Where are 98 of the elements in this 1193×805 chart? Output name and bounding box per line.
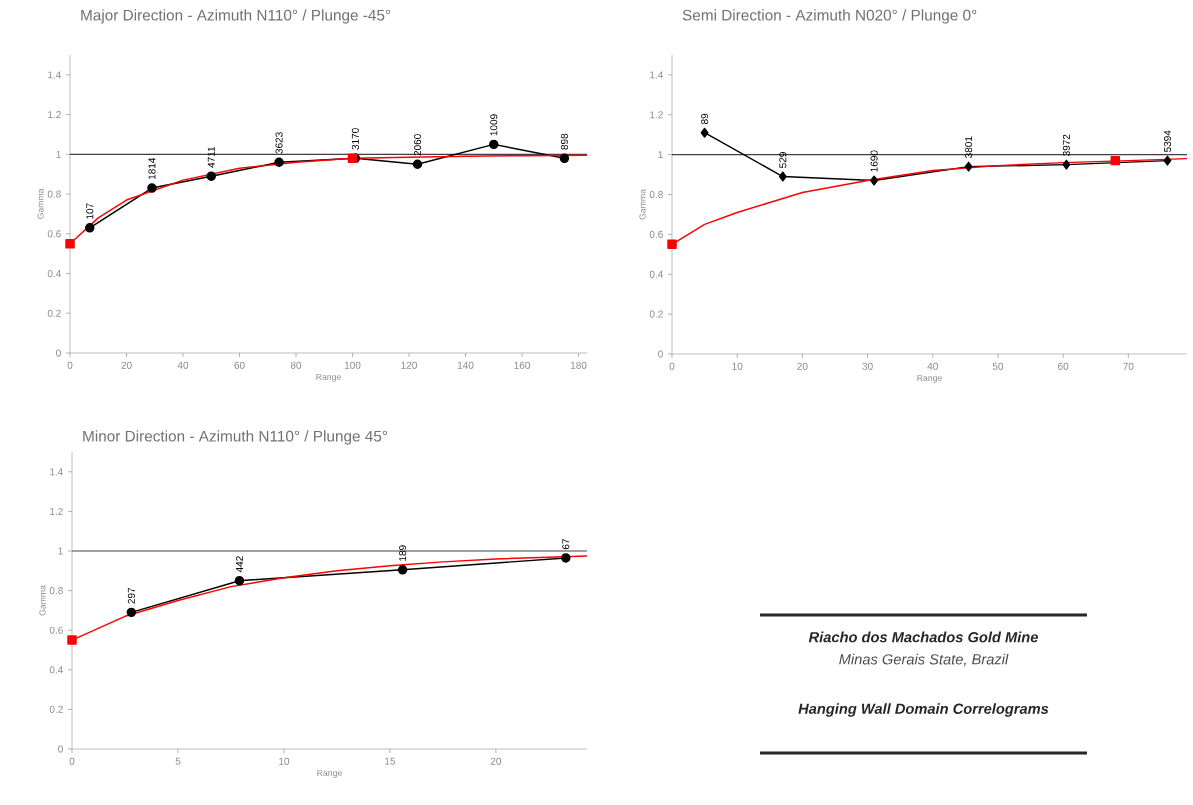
annotation: 2060 bbox=[413, 134, 422, 156]
x-tick-label: 180 bbox=[570, 361, 587, 369]
y-tick-label: 0.4 bbox=[649, 270, 663, 278]
annotation: 189 bbox=[399, 545, 407, 561]
y-tick-label: 0 bbox=[58, 745, 63, 753]
x-axis-title: Range bbox=[317, 769, 342, 778]
point bbox=[67, 635, 77, 645]
point bbox=[206, 171, 216, 181]
point bbox=[397, 565, 408, 575]
x-tick-label: 20 bbox=[121, 361, 132, 369]
y-tick-label: 0.8 bbox=[47, 190, 61, 198]
x-tick-label: 20 bbox=[490, 757, 502, 765]
x-tick-label: 100 bbox=[344, 361, 361, 369]
y-axis-title: Gamma bbox=[639, 189, 646, 220]
y-tick-label: 1.4 bbox=[48, 71, 61, 79]
point bbox=[65, 238, 75, 249]
y-tick-label: 0.6 bbox=[49, 626, 63, 634]
y-tick-label: 1.4 bbox=[50, 468, 63, 476]
y-tick-label: 0.2 bbox=[649, 310, 663, 318]
x-tick-label: 40 bbox=[927, 362, 938, 370]
x-tick-label: 80 bbox=[290, 361, 302, 369]
annotation: 3623 bbox=[275, 132, 283, 154]
annotation: 898 bbox=[560, 133, 568, 150]
point bbox=[1062, 159, 1071, 170]
annotation: 297 bbox=[127, 587, 135, 604]
point bbox=[561, 553, 571, 563]
point bbox=[412, 159, 423, 169]
x-tick-label: 10 bbox=[732, 362, 743, 370]
point bbox=[964, 161, 973, 172]
x-tick-label: 60 bbox=[1058, 362, 1069, 370]
annotation: 67 bbox=[562, 539, 570, 550]
y-tick-label: 1.4 bbox=[650, 71, 663, 79]
annotation: 1814 bbox=[148, 157, 156, 180]
y-tick-label: 0.4 bbox=[49, 666, 63, 674]
x-tick-label: 40 bbox=[177, 361, 189, 369]
annotation: 3170 bbox=[351, 128, 359, 150]
y-tick-label: 0.8 bbox=[649, 190, 663, 199]
y-tick-label: 0.2 bbox=[49, 705, 63, 713]
chart-title: Minor Direction - Azimuth N110° / Plunge 45° bbox=[83, 430, 388, 445]
x-tick-label: 50 bbox=[992, 362, 1004, 370]
text: Hanging Wall Domain Correlograms bbox=[798, 703, 1049, 717]
annotation: 89 bbox=[701, 113, 709, 125]
y-tick-label: 1.2 bbox=[50, 507, 63, 515]
annotation: 4711 bbox=[207, 146, 215, 168]
point bbox=[700, 127, 709, 138]
y-tick-label: 1 bbox=[658, 151, 663, 159]
annotation: 107 bbox=[86, 203, 94, 219]
point bbox=[274, 157, 284, 167]
x-tick-label: 0 bbox=[67, 361, 73, 369]
y-tick-label: 0 bbox=[56, 349, 61, 357]
chart-title: Major Direction - Azimuth N110° / Plunge -45° bbox=[81, 9, 391, 24]
x-tick-label: 5 bbox=[175, 757, 181, 765]
x-axis-title: Range bbox=[917, 374, 942, 383]
point bbox=[234, 575, 245, 586]
annotation: 1690 bbox=[870, 150, 878, 172]
x-tick-label: 0 bbox=[669, 362, 675, 370]
x-tick-label: 30 bbox=[862, 362, 873, 370]
y-axis-title: Gamma bbox=[37, 188, 44, 219]
x-tick-label: 20 bbox=[797, 362, 808, 370]
y-tick-label: 0.6 bbox=[649, 230, 663, 238]
point bbox=[559, 153, 570, 164]
text: Minas Gerais State, Brazil bbox=[839, 653, 1009, 667]
point bbox=[85, 223, 95, 233]
x-tick-label: 15 bbox=[385, 757, 396, 765]
y-tick-label: 1 bbox=[58, 547, 63, 555]
annotation: 442 bbox=[235, 556, 243, 573]
y-tick-label: 1.2 bbox=[48, 111, 61, 119]
x-tick-label: 0 bbox=[69, 757, 75, 765]
x-tick-label: 10 bbox=[279, 757, 290, 765]
x-tick-label: 120 bbox=[401, 361, 417, 369]
x-tick-label: 140 bbox=[457, 361, 474, 369]
x-tick-label: 160 bbox=[514, 361, 530, 369]
y-tick-label: 0 bbox=[658, 350, 663, 358]
x-tick-label: 60 bbox=[234, 361, 245, 369]
y-tick-label: 0.6 bbox=[47, 230, 61, 238]
x-axis-title: Range bbox=[316, 373, 341, 382]
y-tick-label: 1.2 bbox=[650, 111, 663, 119]
annotation: 3972 bbox=[1062, 134, 1070, 156]
annotation: 1009 bbox=[490, 114, 498, 136]
point bbox=[870, 175, 879, 186]
point bbox=[126, 607, 137, 618]
chart-title: Semi Direction - Azimuth N020° / Plunge 0° bbox=[682, 9, 977, 24]
point bbox=[1163, 155, 1172, 166]
annotation: 5394 bbox=[1163, 130, 1171, 152]
y-tick-label: 0.2 bbox=[47, 309, 61, 317]
point bbox=[147, 183, 157, 193]
y-tick-label: 0.4 bbox=[47, 269, 61, 278]
annotation: 3801 bbox=[965, 136, 973, 158]
y-tick-label: 1 bbox=[56, 150, 61, 158]
annotation: 529 bbox=[779, 152, 787, 168]
point bbox=[778, 171, 787, 182]
point bbox=[1110, 155, 1121, 166]
text: Riacho dos Machados Gold Mine bbox=[808, 631, 1038, 643]
y-tick-label: 0.8 bbox=[49, 587, 63, 595]
point bbox=[667, 239, 677, 250]
point bbox=[489, 139, 499, 150]
x-tick-label: 70 bbox=[1123, 362, 1134, 370]
y-axis-title: Gamma bbox=[39, 585, 46, 616]
